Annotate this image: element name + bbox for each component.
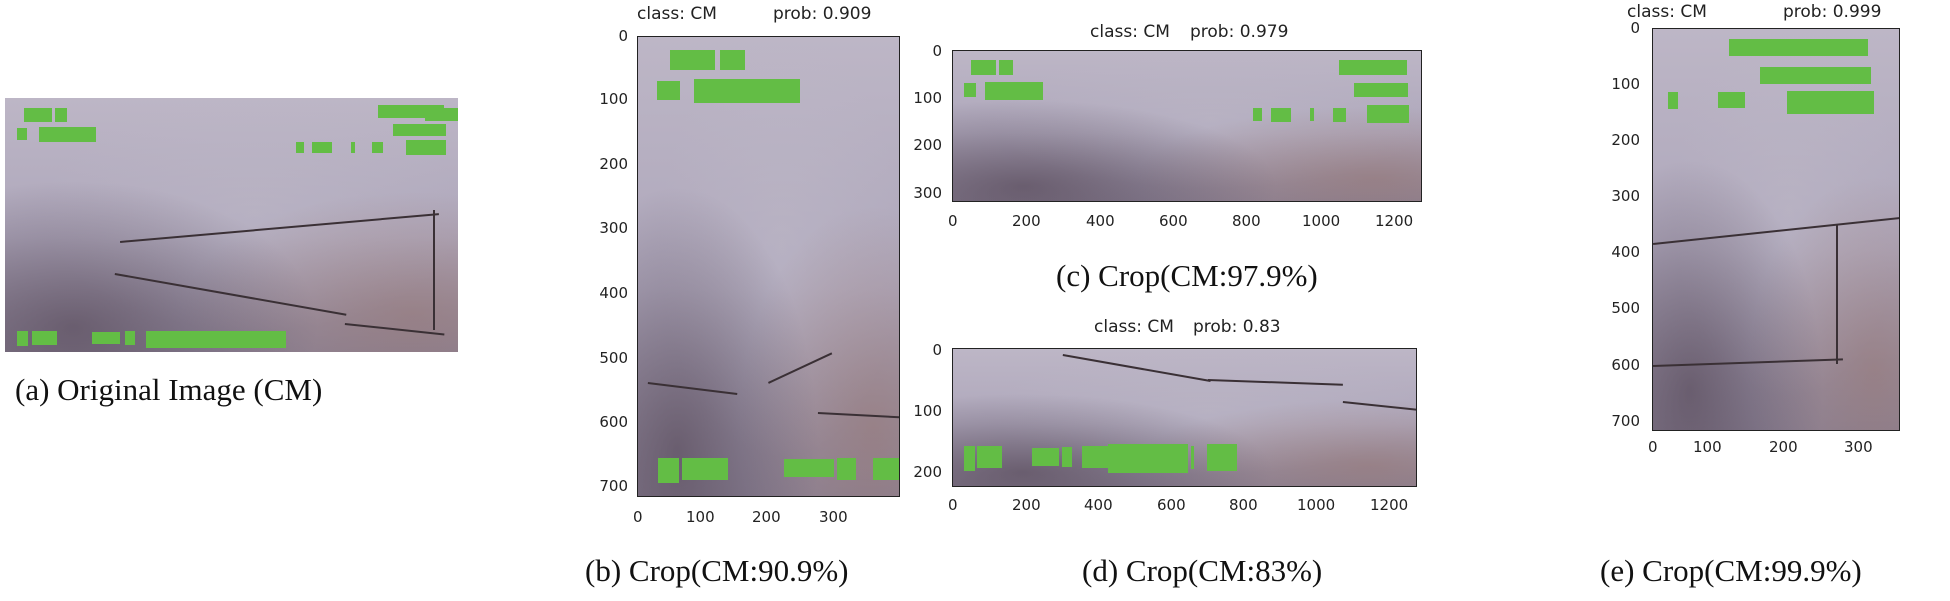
- panel-b-title-prob: prob: 0.909: [773, 4, 872, 24]
- caption-d: (d) Crop(CM:83%): [1082, 553, 1323, 588]
- panel-c-title-class: class: CM: [1090, 22, 1170, 42]
- panel-d-title-prob: prob: 0.83: [1193, 317, 1281, 337]
- crack-line: [433, 210, 435, 330]
- crop-b-image: [637, 36, 900, 497]
- panel-e-title-class: class: CM: [1627, 2, 1707, 22]
- crack-line: [114, 273, 347, 316]
- caption-b: (b) Crop(CM:90.9%): [585, 553, 849, 588]
- crop-c-image: [952, 50, 1422, 202]
- caption-e: (e) Crop(CM:99.9%): [1600, 553, 1862, 588]
- panel-c-title-prob: prob: 0.979: [1190, 22, 1289, 42]
- caption-c: (c) Crop(CM:97.9%): [1056, 258, 1318, 293]
- original-image: [5, 98, 458, 352]
- panel-e-title-prob: prob: 0.999: [1783, 2, 1882, 22]
- crop-d-image: [952, 348, 1417, 487]
- crack-line: [120, 213, 439, 243]
- crack-line: [344, 323, 445, 336]
- caption-a: (a) Original Image (CM): [15, 372, 323, 407]
- panel-b-title-class: class: CM: [637, 4, 717, 24]
- panel-d-title-class: class: CM: [1094, 317, 1174, 337]
- crop-e-image: [1652, 28, 1900, 431]
